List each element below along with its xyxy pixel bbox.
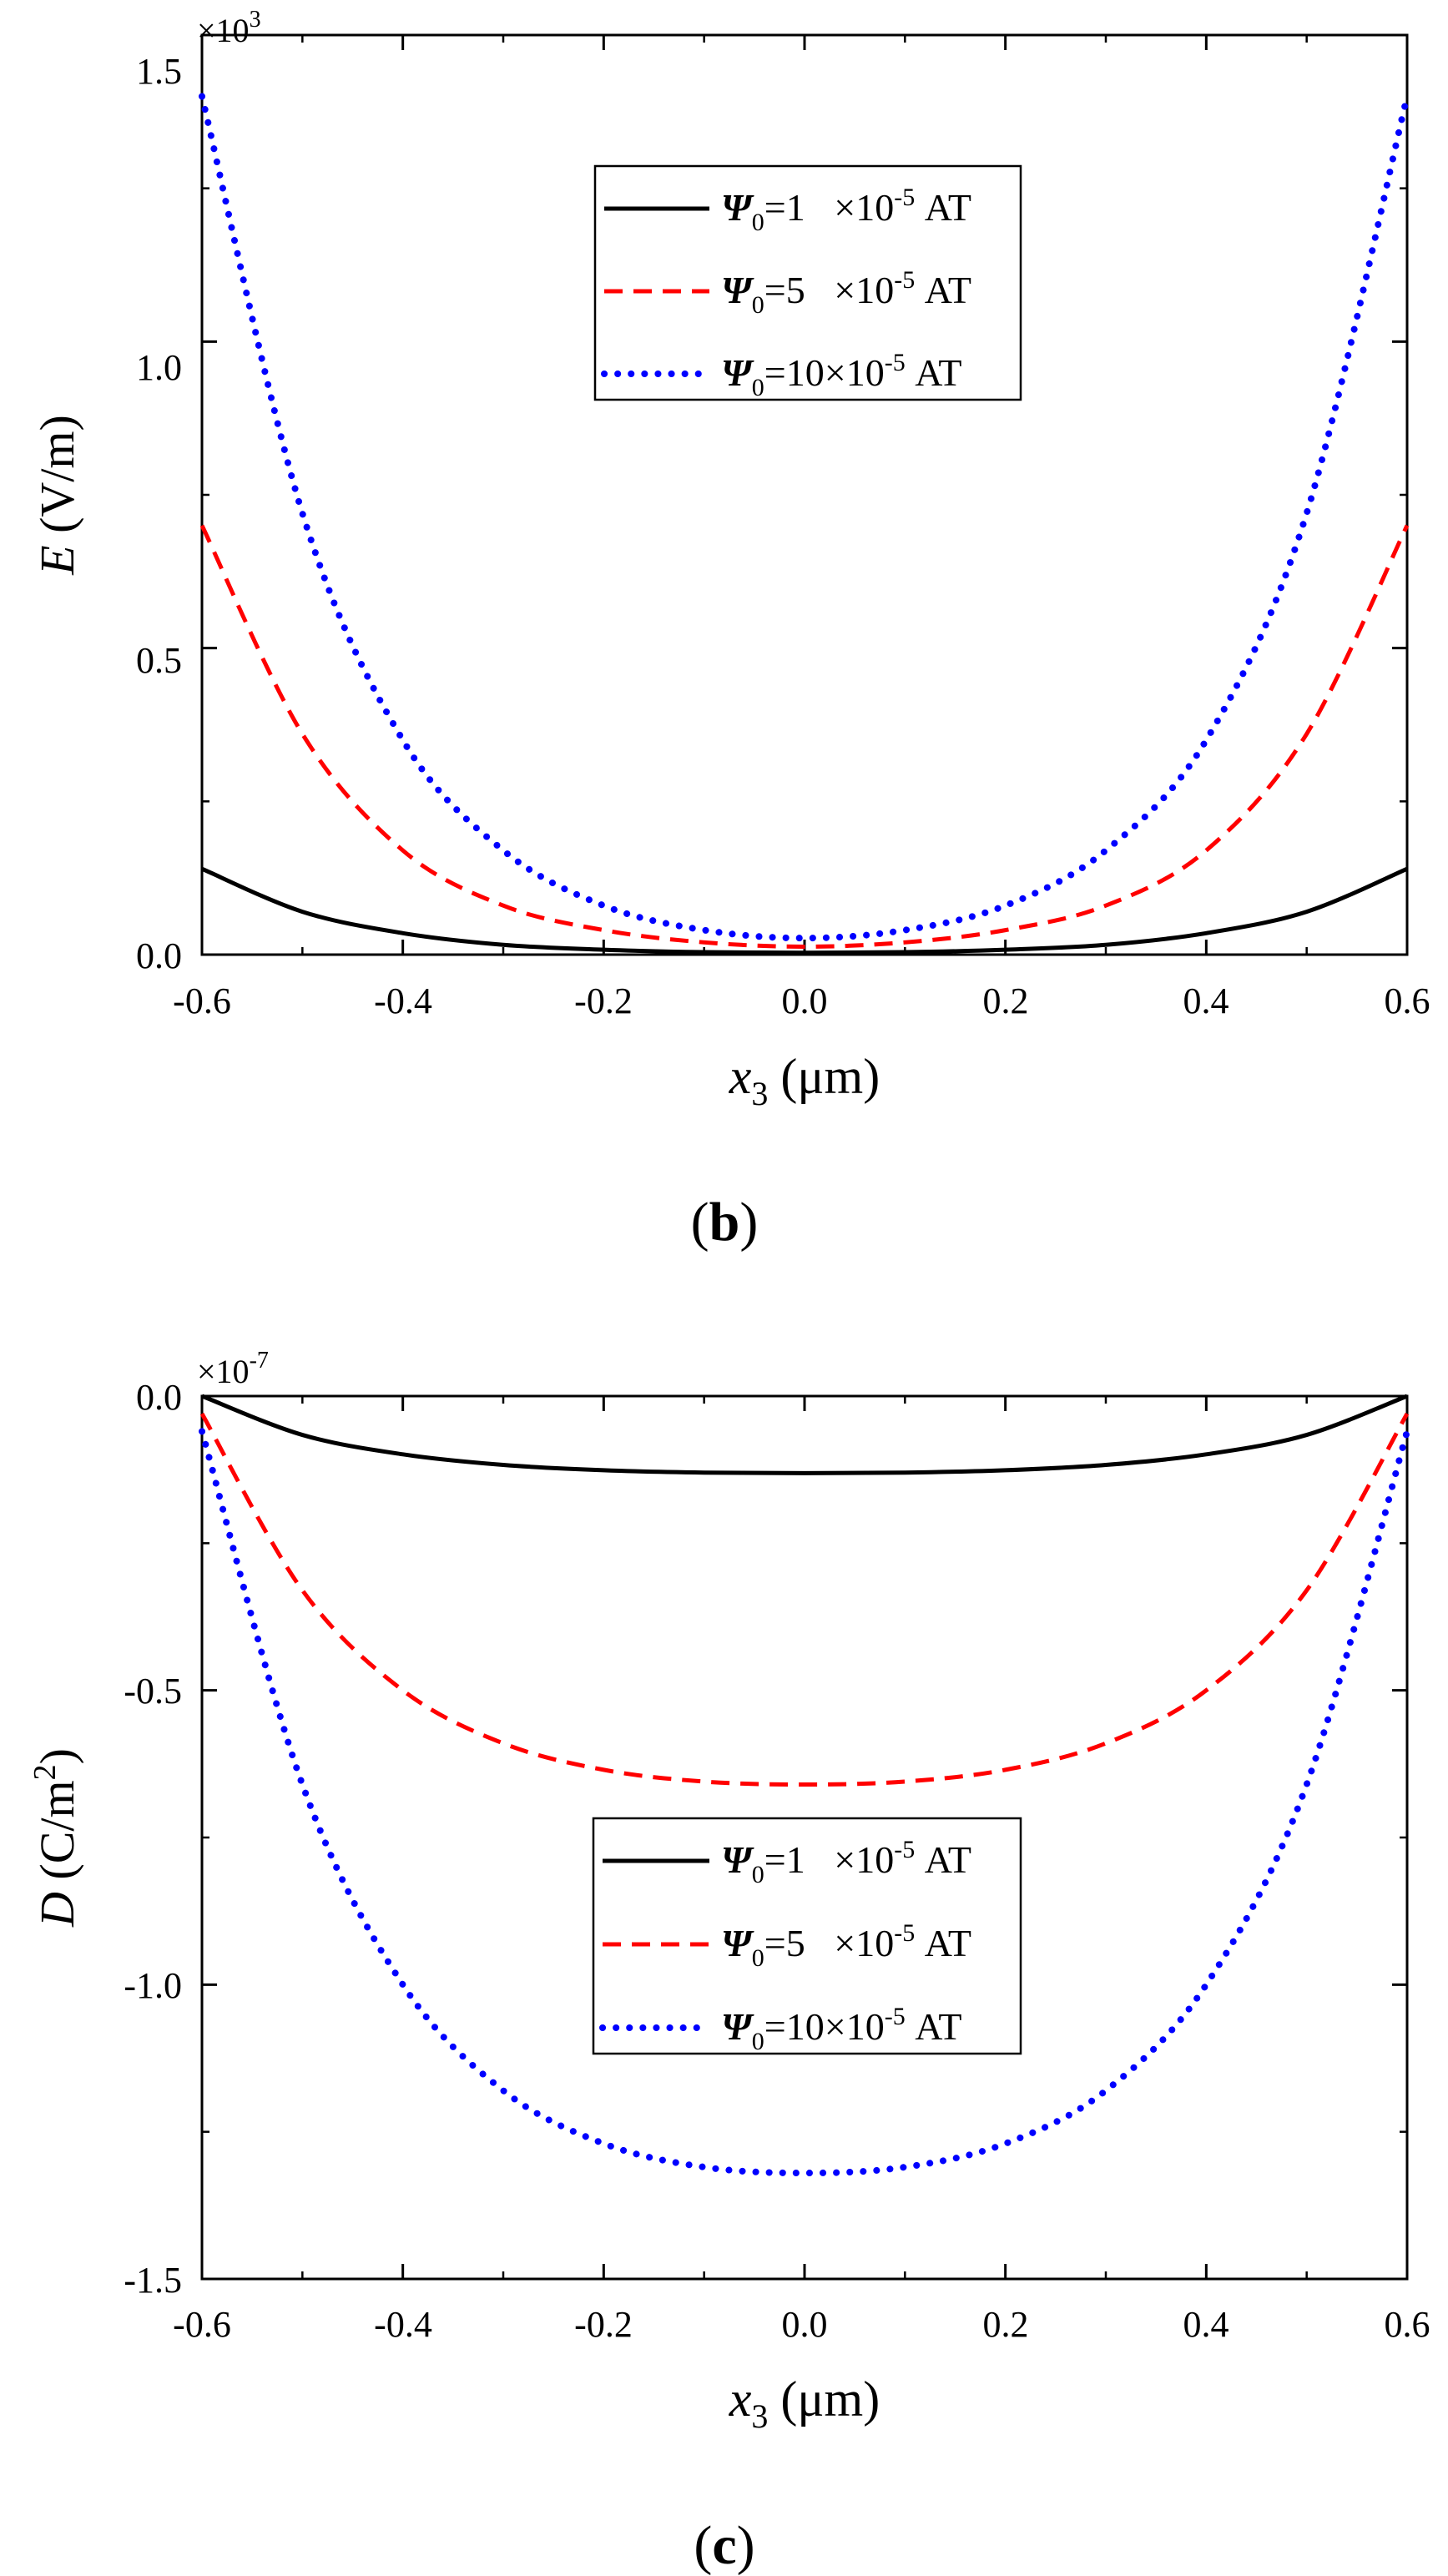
legend-entry: Ψ0=1 ×10-5 AT (721, 1836, 971, 1888)
legend-entry: Ψ0=10×10-5 AT (721, 349, 961, 401)
xtick-label: 0.2 (983, 2304, 1029, 2345)
series-group-c (199, 1394, 1410, 2177)
panel-c: 0.0 -0.5 -1.0 -1.5 ×10-7 -0.6 -0.4 -0.2 … (28, 1348, 1430, 2576)
xtick-label: 0.6 (1385, 980, 1430, 1021)
series-line-dashed (199, 1412, 1410, 1787)
y-axis-label-c: D (C/m2) (28, 1748, 84, 1928)
axis-ticks-b (200, 33, 1409, 956)
xtick-label: -0.6 (173, 980, 231, 1021)
legend-entry: Ψ0=5 ×10-5 AT (721, 266, 971, 319)
series-line-solid (201, 866, 1408, 955)
ytick-label: 0.5 (136, 640, 182, 681)
legend-box-c (592, 1817, 1022, 2055)
legend-entry: Ψ0=5 ×10-5 AT (721, 1919, 971, 1972)
ytick-label: 1.0 (136, 347, 182, 388)
y-multiplier-c: ×10-7 (197, 1348, 269, 1390)
legend-entry: Ψ0=10×10-5 AT (721, 2003, 961, 2055)
x-axis-label-c: x3 (μm) (729, 2372, 880, 2435)
xtick-label: -0.4 (374, 980, 432, 1021)
panel-label-c: (c) (694, 2515, 754, 2576)
panel-label-b: (b) (691, 1192, 759, 1253)
xtick-label: 0.6 (1385, 2304, 1430, 2345)
ytick-label: 0.0 (136, 935, 182, 976)
xtick-label: -0.2 (574, 2304, 633, 2345)
ytick-label: -0.5 (124, 1671, 182, 1711)
y-axis-label-b: E (V/m) (30, 415, 84, 576)
y-multiplier-b: ×103 (197, 7, 261, 49)
ytick-label: 1.5 (136, 51, 182, 92)
ytick-label: 0.0 (136, 1377, 182, 1418)
x-axis-label-b: x3 (μm) (729, 1049, 880, 1112)
legend-box-b (593, 164, 1022, 401)
series-group-b (199, 93, 1410, 955)
legend-entry: Ψ0=1 ×10-5 AT (721, 184, 971, 236)
xtick-label: 0.4 (1183, 980, 1229, 1021)
series-line-dashed (199, 524, 1410, 949)
ytick-label: -1.5 (124, 2260, 182, 2301)
xtick-label: -0.6 (173, 2304, 231, 2345)
xtick-label: 0.2 (983, 980, 1029, 1021)
legend-b: Ψ0=1 ×10-5 AT Ψ0=5 ×10-5 AT Ψ0=10×10-5 A… (593, 164, 1022, 401)
ytick-label: -1.0 (124, 1965, 182, 2006)
series-line-solid (201, 1394, 1408, 1475)
series-line-dotted (199, 1428, 1410, 2177)
xtick-label: 0.0 (782, 980, 828, 1021)
xtick-label: -0.2 (574, 980, 633, 1021)
panel-b: 0.0 0.5 1.0 1.5 ×103 -0.6 -0.4 -0.2 0.0 … (30, 7, 1430, 1253)
xtick-label: -0.4 (374, 2304, 432, 2345)
xtick-label: 0.0 (782, 2304, 828, 2345)
xtick-label: 0.4 (1183, 2304, 1229, 2345)
legend-c: Ψ0=1 ×10-5 AT Ψ0=5 ×10-5 AT Ψ0=10×10-5 A… (592, 1817, 1022, 2055)
axis-ticks-c (200, 1394, 1409, 2281)
